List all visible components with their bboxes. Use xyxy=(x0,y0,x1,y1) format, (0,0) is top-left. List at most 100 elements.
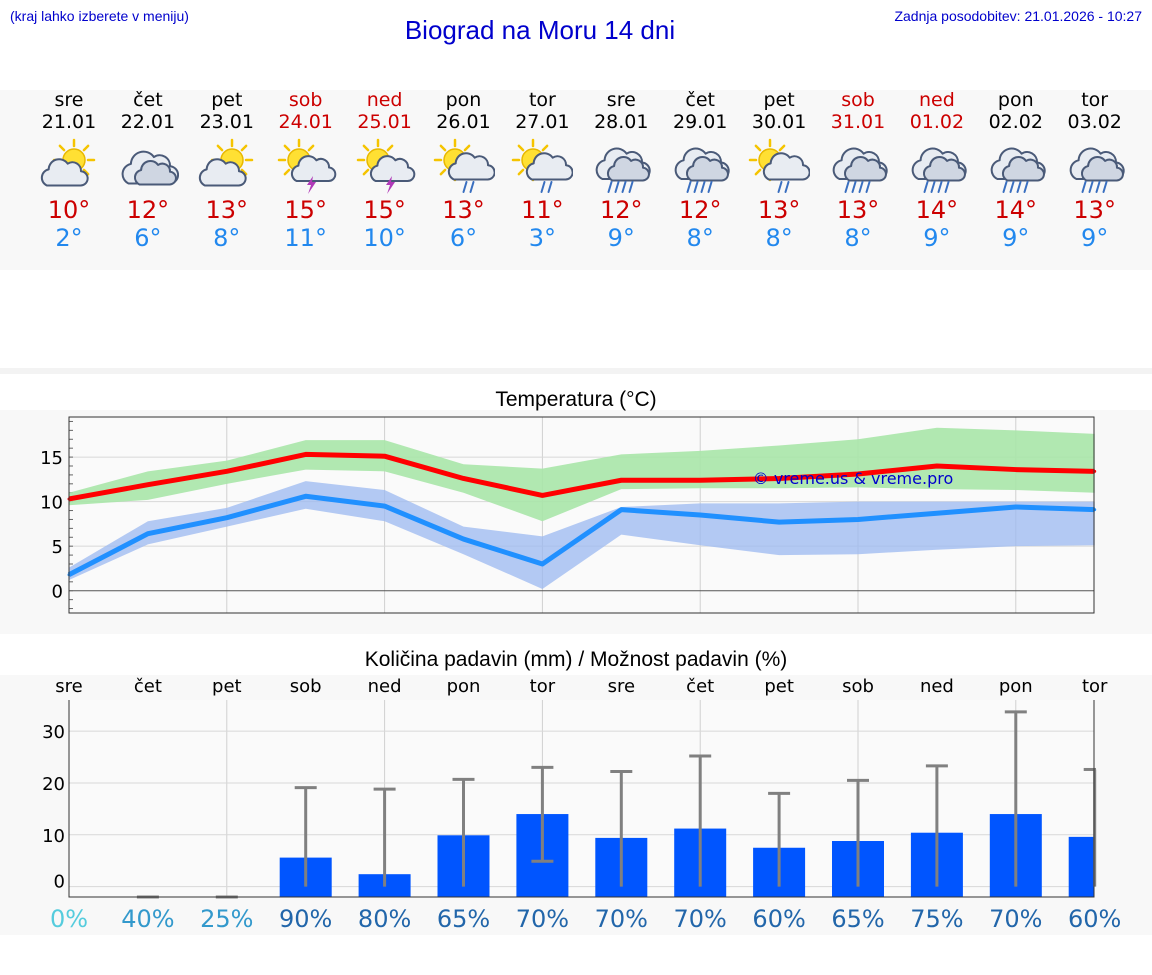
day-name: pon xyxy=(445,89,482,111)
temp-min: 11° xyxy=(284,224,327,252)
y-tick-label: 0 xyxy=(54,872,65,893)
temp-min: 9° xyxy=(1002,224,1030,252)
precipitation-bar xyxy=(1068,836,1094,897)
day-column: pet 30.01 13° 8° xyxy=(739,90,819,252)
temp-max: 15° xyxy=(284,196,327,224)
precip-probability: 25% xyxy=(200,905,253,933)
sun-rain-icon xyxy=(502,136,582,196)
temp-min: 10° xyxy=(363,224,406,252)
day-name: sre xyxy=(54,89,84,111)
day-date: 22.01 xyxy=(120,111,176,133)
rain-icon xyxy=(581,136,661,196)
temp-min: 9° xyxy=(923,224,951,252)
temperature-chart: 0 5 10 15 © vreme.us & vreme.pro xyxy=(40,416,1097,614)
max-temp-point xyxy=(146,483,150,487)
day-date: 03.02 xyxy=(1067,111,1122,133)
day-column: čet 29.01 12° 8° xyxy=(660,90,740,252)
temp-max: 13° xyxy=(757,196,801,224)
day-column: pet 23.01 13° 8° xyxy=(187,90,267,252)
sun-rain-icon xyxy=(739,136,819,196)
precip-probability: 70% xyxy=(674,905,727,933)
precip-probability: 90% xyxy=(279,905,332,933)
precip-probability: 65% xyxy=(831,905,884,933)
y-tick-label: 30 xyxy=(42,722,65,743)
rain-icon xyxy=(897,136,977,196)
day-name: čet xyxy=(685,89,715,111)
max-temp-point xyxy=(856,472,860,476)
page-title: Biograd na Moru 14 dni xyxy=(404,15,676,45)
day-column: sob 24.01 15° 11° xyxy=(266,90,346,252)
day-name: sre xyxy=(606,89,636,111)
x-category-label: pon xyxy=(999,676,1033,697)
y-tick-label: 0 xyxy=(52,582,63,603)
temp-min: 3° xyxy=(528,224,557,252)
location-menu-hint[interactable]: (kraj lahko izberete v meniju) xyxy=(10,8,189,24)
last-updated: Zadnja posodobitev: 21.01.2026 - 10:27 xyxy=(894,8,1142,24)
rain-icon xyxy=(976,136,1056,196)
min-temp-point xyxy=(777,520,781,524)
precip-probability: 60% xyxy=(1068,905,1121,933)
min-temp-point xyxy=(225,516,229,520)
day-name: pet xyxy=(763,89,795,111)
temp-min: 8° xyxy=(844,224,872,252)
x-category-label: čet xyxy=(134,676,162,697)
max-temp-point xyxy=(935,464,939,468)
min-temp-point xyxy=(304,494,308,498)
precip-probability: 70% xyxy=(595,905,648,933)
temp-max: 12° xyxy=(678,196,722,224)
day-date: 01.02 xyxy=(909,111,965,133)
day-date: 28.01 xyxy=(594,111,649,133)
temp-max: 12° xyxy=(600,196,643,224)
day-date: 21.01 xyxy=(41,111,97,133)
precipitation-chart-title: Količina padavin (mm) / Možnost padavin … xyxy=(364,648,788,671)
temp-max: 15° xyxy=(363,196,406,224)
max-temp-point xyxy=(304,452,308,456)
y-tick-label: 5 xyxy=(52,537,63,558)
cloud-icon xyxy=(108,136,188,196)
precip-probability: 70% xyxy=(989,905,1042,933)
x-category-label: sob xyxy=(842,676,874,697)
day-column: tor 03.02 13° 9° xyxy=(1055,90,1135,252)
temp-max: 14° xyxy=(915,196,959,224)
min-temp-point xyxy=(383,504,387,508)
max-temp-point xyxy=(777,476,781,480)
temp-min: 6° xyxy=(449,224,478,252)
day-name: tor xyxy=(1081,89,1109,111)
temp-min: 8° xyxy=(765,224,793,252)
min-temp-point xyxy=(856,517,860,521)
precip-probability: 65% xyxy=(437,905,490,933)
max-temp-point xyxy=(462,476,465,480)
day-date: 02.02 xyxy=(988,111,1043,133)
day-column: pon 02.02 14° 9° xyxy=(976,90,1056,252)
x-category-label: ned xyxy=(368,676,402,697)
precip-probability: 0% xyxy=(50,905,88,933)
x-category-label: sre xyxy=(608,676,635,697)
x-category-label: sre xyxy=(55,676,82,697)
day-date: 31.01 xyxy=(830,111,886,133)
y-tick-label: 10 xyxy=(42,826,65,847)
temp-min: 8° xyxy=(213,224,241,252)
day-column: sob 31.01 13° 8° xyxy=(818,90,898,252)
sun-cloud-icon xyxy=(29,136,109,196)
day-name: pet xyxy=(211,89,243,111)
day-column: ned 25.01 15° 10° xyxy=(345,90,425,252)
max-temp-point xyxy=(1014,468,1018,472)
day-column: čet 22.01 12° 6° xyxy=(108,90,188,252)
day-column: pon 26.01 13° 6° xyxy=(424,90,504,252)
x-category-label: pet xyxy=(764,676,794,697)
plot-frame xyxy=(68,416,1095,614)
x-category-label: pon xyxy=(447,676,481,697)
watermark: © vreme.us & vreme.pro xyxy=(753,469,954,488)
day-name: sob xyxy=(288,89,323,111)
min-temp-point xyxy=(540,562,544,566)
day-name: sob xyxy=(841,89,875,111)
x-category-label: pet xyxy=(212,676,242,697)
rain-icon xyxy=(818,136,898,196)
day-date: 27.01 xyxy=(515,111,570,133)
max-temp-range-band xyxy=(69,427,1095,522)
max-temp-line xyxy=(68,451,1095,502)
precip-probability: 80% xyxy=(358,905,411,933)
day-date: 24.01 xyxy=(278,111,333,133)
temp-min: 8° xyxy=(686,224,714,252)
day-column: sre 21.01 10° 2° xyxy=(29,90,109,252)
